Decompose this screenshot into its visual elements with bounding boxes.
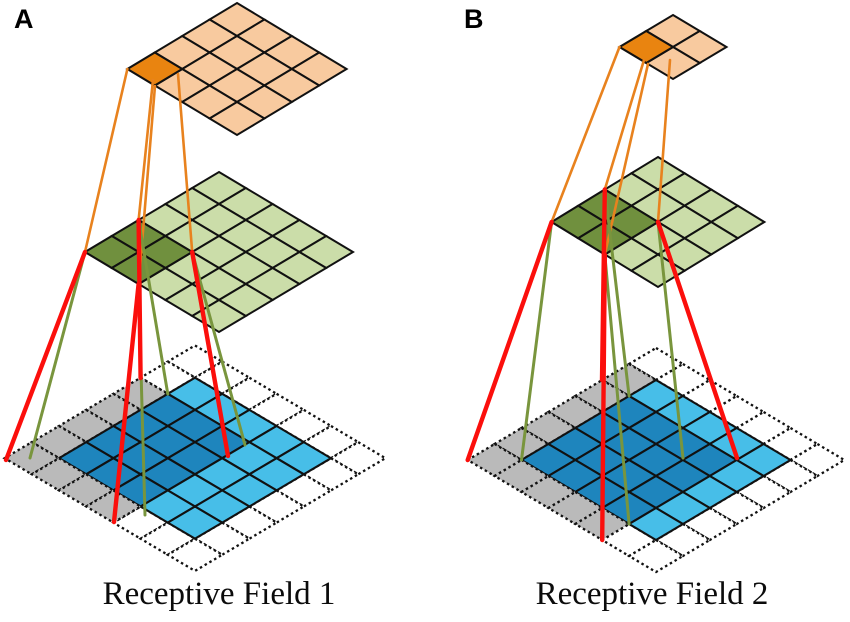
connection-lines-a	[3, 67, 247, 525]
orange-projection-line	[137, 84, 157, 286]
panel-b-label: B	[464, 4, 484, 34]
green-projection-line	[603, 253, 631, 526]
output-grid-a	[125, 1, 349, 137]
orange-projection-line	[137, 78, 155, 222]
panel-a	[2, 1, 388, 573]
connection-lines-b	[465, 45, 740, 543]
input-grid-a	[2, 344, 388, 573]
orange-projection-line	[550, 45, 621, 224]
green-projection-line	[28, 250, 87, 460]
red-projection-line	[136, 217, 143, 381]
red-projection-line	[600, 252, 607, 543]
green-projection-line	[190, 250, 247, 447]
output-grid-b	[617, 13, 729, 81]
orange-projection-line	[603, 58, 646, 191]
panel-b-caption: Receptive Field 2	[535, 576, 769, 612]
red-projection-line	[655, 219, 740, 461]
panel-a-label: A	[14, 4, 34, 34]
orange-projection-line	[603, 62, 650, 256]
red-projection-line	[465, 219, 554, 463]
hidden-grid-a	[82, 170, 355, 334]
green-projection-line	[656, 220, 685, 460]
panel-b	[465, 13, 847, 574]
green-projection-line	[520, 220, 554, 462]
red-projection-line	[189, 249, 231, 459]
green-projection-line	[603, 188, 631, 398]
panel-a-caption: Receptive Field 1	[102, 576, 336, 612]
input-grid-b	[465, 346, 847, 574]
red-projection-line	[3, 249, 88, 463]
orange-projection-line	[83, 67, 129, 254]
red-projection-line	[111, 281, 141, 525]
orange-projection-line	[656, 58, 672, 224]
orange-projection-line	[176, 72, 194, 254]
green-projection-line	[137, 218, 170, 396]
